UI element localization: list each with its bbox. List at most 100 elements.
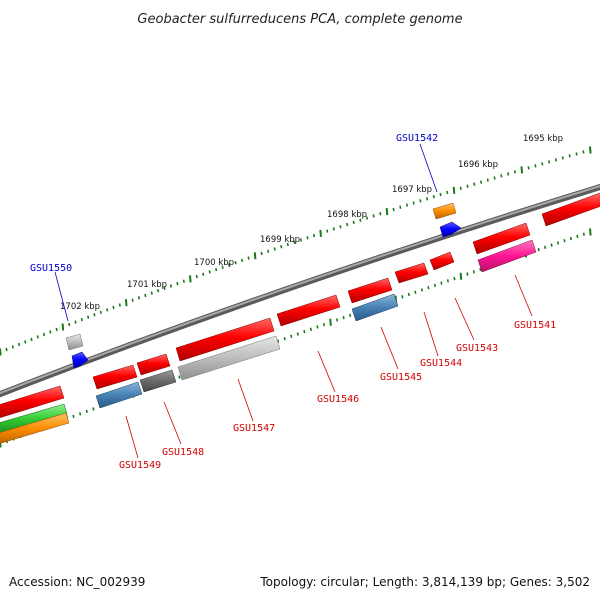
scale-tick-major — [253, 252, 257, 260]
scale-tick-major — [0, 348, 2, 356]
scale-tick-minor — [339, 225, 342, 229]
scale-tick-major — [189, 275, 192, 283]
scale-tick-minor — [283, 337, 286, 341]
scale-tick-minor — [446, 279, 450, 283]
scale-tick-minor — [293, 240, 296, 244]
scale-tick-minor — [365, 216, 369, 220]
feature-gsu1547[interactable] — [175, 317, 275, 362]
scale-tick-minor — [247, 256, 250, 260]
scale-tick-minor — [306, 236, 309, 240]
scale-tick-minor — [407, 292, 410, 297]
scale-tick-minor — [228, 263, 231, 267]
feature-gsu1550-blue[interactable] — [71, 351, 89, 369]
accession-text: Accession: NC_002939 — [9, 575, 145, 589]
label-gsu1545[interactable]: GSU1545 — [380, 372, 422, 383]
scale-tick-minor — [513, 170, 517, 174]
scale-tick-minor — [221, 265, 224, 269]
feature-gsu1543[interactable] — [429, 251, 455, 271]
scale-tick-minor — [575, 152, 578, 156]
scale-tick-minor — [234, 261, 237, 265]
feature-gsu1546[interactable] — [276, 294, 341, 327]
label-gsu1549[interactable]: GSU1549 — [119, 460, 161, 471]
feature-left-green[interactable] — [0, 403, 68, 434]
scale-tick-minor — [267, 249, 270, 253]
scale-tick-minor — [178, 375, 181, 379]
scale-tick-minor — [131, 298, 134, 302]
label-gsu1541[interactable]: GSU1541 — [514, 320, 556, 331]
feature-gsu1550-grey[interactable] — [65, 333, 84, 351]
scale-tick-minor — [85, 409, 88, 414]
feature-gsu1544[interactable] — [394, 262, 429, 284]
scale-tick-minor — [537, 247, 540, 252]
scale-tick-minor — [182, 279, 185, 283]
feature-gsu1545[interactable] — [347, 277, 393, 304]
scale-tick-minor — [563, 239, 566, 243]
scale-tick-minor — [241, 258, 244, 263]
scale-tick-minor — [273, 247, 276, 251]
scale-tick-minor — [169, 284, 173, 288]
label-gsu1544[interactable]: GSU1544 — [420, 358, 462, 369]
feature-gsu1542-blue[interactable] — [439, 221, 462, 238]
label-gsu1543[interactable]: GSU1543 — [456, 343, 498, 354]
leader-lines — [54, 143, 533, 459]
scale-tick-minor — [479, 267, 482, 272]
scale-tick-minor — [379, 212, 382, 216]
scale-tick-major — [61, 323, 65, 331]
scale-tick-minor — [157, 289, 160, 293]
scale-tick-minor — [568, 154, 571, 158]
scale-tick-minor — [106, 308, 109, 312]
label-gsu1550[interactable]: GSU1550 — [30, 263, 72, 274]
scale-label-1696: 1696 kbp — [458, 160, 498, 170]
scale-tick-minor — [544, 245, 547, 249]
feature-gsu1545-steel[interactable] — [351, 293, 399, 322]
scale-tick-minor — [352, 220, 355, 225]
scale-tick-major — [124, 299, 128, 307]
feature-gsu1541-upper[interactable] — [472, 222, 531, 255]
scale-tick-minor — [322, 322, 326, 327]
scale-tick-minor — [541, 162, 544, 166]
label-gsu1546[interactable]: GSU1546 — [317, 394, 359, 405]
feature-gsu1548-dark[interactable] — [139, 369, 177, 393]
scale-labels: 1695 kbp 1696 kbp 1697 kbp 1698 kbp 1699… — [60, 134, 563, 312]
scale-tick-minor — [493, 176, 496, 180]
scale-tick-major — [520, 166, 524, 174]
scale-tick-minor — [99, 310, 102, 314]
scale-tick-minor — [342, 315, 345, 320]
scale-tick-minor — [412, 201, 415, 205]
scale-tick-minor — [49, 330, 52, 334]
feature-gsu1549-steel[interactable] — [95, 381, 143, 409]
feature-gsu1548[interactable] — [136, 353, 171, 376]
label-gsu1547[interactable]: GSU1547 — [233, 423, 275, 434]
label-gsu1542[interactable]: GSU1542 — [396, 133, 438, 144]
scale-tick-minor — [554, 158, 558, 162]
feature-gsu1549[interactable] — [92, 364, 138, 390]
scale-tick-minor — [346, 222, 349, 227]
label-gsu1548[interactable]: GSU1548 — [162, 447, 204, 458]
scale-tick-minor — [459, 186, 462, 190]
scale-label-1695: 1695 kbp — [523, 134, 563, 144]
cds-track — [0, 192, 600, 418]
scale-tick-major — [329, 318, 332, 326]
scale-tick-minor — [420, 288, 423, 292]
scale-label-1700: 1700 kbp — [194, 258, 234, 268]
scale-tick-minor — [405, 203, 409, 207]
scale-tick-minor — [87, 315, 90, 319]
scale-tick-minor — [439, 192, 442, 197]
feature-gsu1542-orange[interactable] — [432, 202, 457, 220]
scale-tick-minor — [79, 412, 82, 416]
scale-tick-minor — [68, 322, 71, 327]
scale-tick-minor — [277, 339, 280, 343]
scale-tick-minor — [486, 178, 489, 182]
gene-labels: GSU1542 GSU1550 GSU1541 GSU1543 GSU1544 … — [30, 133, 556, 471]
feature-gsu1547-grey[interactable] — [177, 335, 281, 381]
scale-tick-minor — [433, 283, 437, 288]
feature-left-edge[interactable] — [0, 385, 65, 418]
scale-tick-minor — [419, 199, 422, 203]
feature-gsu1541-pink[interactable] — [477, 239, 537, 273]
scale-label-1702: 1702 kbp — [60, 302, 100, 312]
scale-tick-minor — [309, 327, 312, 331]
scale-tick-minor — [72, 414, 75, 419]
scale-tick-minor — [11, 345, 14, 349]
feature-left-orange[interactable] — [0, 412, 70, 444]
feature-gsu1541[interactable] — [541, 192, 600, 227]
